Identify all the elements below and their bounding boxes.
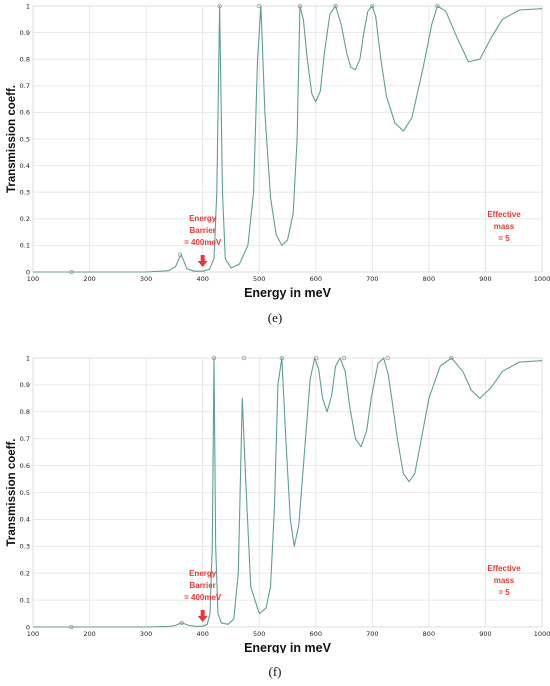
resonance-marker	[333, 3, 338, 9]
x-tick-label: 500	[253, 275, 265, 283]
y-tick-label: 0.8	[20, 56, 30, 64]
barrier-annotation-line: = 400meV	[184, 238, 222, 247]
resonance-marker	[177, 252, 183, 257]
y-tick-label: 0.4	[20, 162, 30, 170]
barrier-annotation-line: Barrier	[190, 581, 216, 590]
x-tick-label: 800	[423, 630, 435, 638]
x-tick-label: 300	[140, 630, 152, 638]
x-tick-label: 1000	[534, 275, 550, 283]
mass-annotation-line: Effective	[487, 210, 521, 219]
barrier-annotation-line: Barrier	[190, 226, 216, 235]
resonance-marker	[217, 3, 222, 9]
resonance-marker	[314, 355, 319, 361]
y-tick-label: 0	[26, 623, 30, 631]
x-tick-label: 700	[366, 630, 378, 638]
y-tick-label: 0.2	[20, 215, 30, 223]
barrier-arrow	[197, 610, 208, 622]
resonance-marker	[449, 355, 454, 361]
x-tick-label: 400	[196, 275, 208, 283]
chart-panel-e: 100 200 300 400 500 600 700 800 900 1000 0 0.1 0.2 0.…	[6, 2, 550, 300]
y-tick-label: 1	[26, 2, 30, 10]
barrier-annotation-line: Energy	[189, 214, 217, 223]
resonance-marker	[241, 355, 247, 361]
y-tick-label: 0.1	[20, 596, 30, 604]
x-tick-label: 700	[366, 275, 378, 283]
barrier-annotation-line: Energy	[189, 569, 217, 578]
y-tick-label: 0.1	[20, 242, 30, 250]
x-tick-label: 900	[479, 630, 491, 638]
mass-annotation-line: = 5	[498, 234, 510, 243]
y-tick-label: 0.5	[20, 489, 30, 497]
y-tick-label: 0.9	[20, 29, 30, 37]
mass-annotation-line: Effective	[487, 564, 521, 573]
chart-panel-f: 100 200 300 400 500 600 700 800 900 1000 0 0.1 0.2 0.…	[6, 354, 550, 653]
y-axis-label: Transmission coeff.	[6, 438, 18, 546]
barrier-arrow	[197, 255, 208, 267]
resonance-marker	[69, 624, 74, 630]
resonance-marker	[435, 3, 440, 9]
resonance-marker	[385, 355, 390, 361]
panel-caption-f: (f)	[268, 664, 282, 679]
x-tick-label: 400	[196, 630, 208, 638]
panel-caption-e: (e)	[267, 310, 283, 325]
x-tick-label: 500	[253, 630, 265, 638]
resonance-marker	[341, 355, 347, 361]
series-line-transmission	[33, 5, 543, 273]
y-tick-label: 0	[26, 268, 30, 276]
x-axis-label: Energy in meV	[244, 641, 331, 653]
x-tick-label: 600	[310, 275, 322, 283]
x-axis-label: Energy in meV	[244, 286, 331, 300]
mass-annotation-line: = 5	[498, 588, 510, 597]
resonance-marker	[370, 3, 375, 9]
y-tick-label: 0.5	[20, 135, 30, 143]
y-tick-label: 0.3	[20, 189, 30, 197]
x-tick-label: 100	[27, 275, 39, 283]
mass-annotation-line: mass	[494, 222, 515, 231]
x-tick-label: 300	[140, 275, 152, 283]
series-line-transmission	[33, 357, 543, 628]
y-tick-label: 0.9	[20, 381, 30, 389]
mass-annotation-line: mass	[494, 576, 515, 585]
resonance-marker	[279, 355, 284, 361]
y-tick-label: 0.6	[20, 109, 30, 117]
x-tick-label: 1000	[534, 630, 550, 638]
y-tick-label: 1	[26, 354, 30, 362]
y-tick-label: 0.7	[20, 82, 30, 90]
barrier-annotation-line: = 400meV	[184, 593, 222, 602]
resonance-marker	[69, 269, 74, 275]
resonance-marker	[211, 355, 217, 361]
x-tick-label: 600	[310, 630, 322, 638]
y-tick-label: 0.8	[20, 408, 30, 416]
y-tick-label: 0.3	[20, 543, 30, 551]
x-tick-label: 200	[83, 275, 95, 283]
x-tick-label: 800	[423, 275, 435, 283]
resonance-marker	[297, 3, 303, 9]
x-tick-label: 900	[479, 275, 491, 283]
y-axis-label: Transmission coeff.	[6, 85, 18, 193]
resonance-marker	[257, 3, 262, 9]
x-tick-label: 200	[83, 630, 95, 638]
y-tick-label: 0.2	[20, 570, 30, 578]
y-tick-label: 0.6	[20, 462, 30, 470]
resonance-marker	[179, 620, 184, 626]
x-tick-label: 100	[27, 630, 39, 638]
y-tick-label: 0.4	[20, 516, 30, 524]
y-tick-label: 0.7	[20, 435, 30, 443]
